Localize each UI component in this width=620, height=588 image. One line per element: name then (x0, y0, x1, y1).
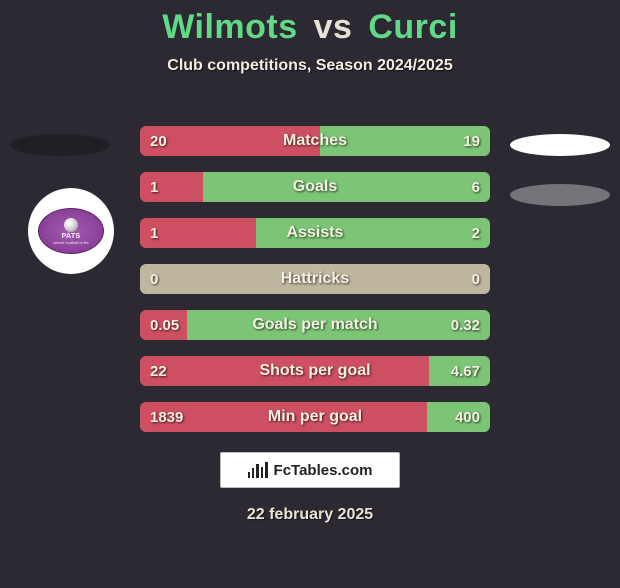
stat-bar-right (429, 356, 490, 386)
player2-ellipse-1 (510, 134, 610, 156)
fctables-logo-text: FcTables.com (274, 462, 373, 479)
soccer-ball-icon (64, 218, 78, 232)
player2-ellipse-2 (510, 184, 610, 206)
stat-row: 12Assists (140, 218, 490, 248)
stat-bar-right (256, 218, 491, 248)
club-badge-name: PATS (62, 233, 81, 240)
stat-row: 224.67Shots per goal (140, 356, 490, 386)
stat-row: 00Hattricks (140, 264, 490, 294)
stat-row: 1839400Min per goal (140, 402, 490, 432)
comparison-stage: PATS where football is life 2019Matches 1… (0, 118, 620, 448)
stat-bar-right (203, 172, 490, 202)
player1-shadow-ellipse (10, 134, 110, 156)
club-badge-tagline: where football is life (53, 240, 88, 245)
bar-chart-icon (248, 462, 268, 478)
player2-name: Curci (368, 8, 457, 46)
subtitle-text: Club competitions, Season 2024/2025 (0, 57, 620, 75)
stat-bars-container: 2019Matches 16Goals 12Assists 00Hattricks 0.… (140, 126, 490, 448)
stat-bar-right (320, 126, 490, 156)
comparison-title: Wilmots vs Curci (0, 8, 620, 47)
stat-bar-left (140, 218, 256, 248)
stat-bar-left (140, 172, 203, 202)
player1-name: Wilmots (162, 8, 297, 46)
stat-bar-left (140, 310, 187, 340)
stat-row: 2019Matches (140, 126, 490, 156)
footer-date: 22 february 2025 (0, 506, 620, 524)
stat-row: 16Goals (140, 172, 490, 202)
stat-row: 0.050.32Goals per match (140, 310, 490, 340)
fctables-logo: FcTables.com (220, 452, 400, 488)
stat-bar-left (140, 402, 427, 432)
stat-bar-left (140, 356, 429, 386)
player1-club-badge: PATS where football is life (38, 208, 104, 254)
stat-bar-neutral (140, 264, 490, 294)
stat-bar-right (187, 310, 490, 340)
vs-separator: vs (314, 8, 353, 46)
stat-bar-right (427, 402, 490, 432)
stat-bar-left (140, 126, 320, 156)
